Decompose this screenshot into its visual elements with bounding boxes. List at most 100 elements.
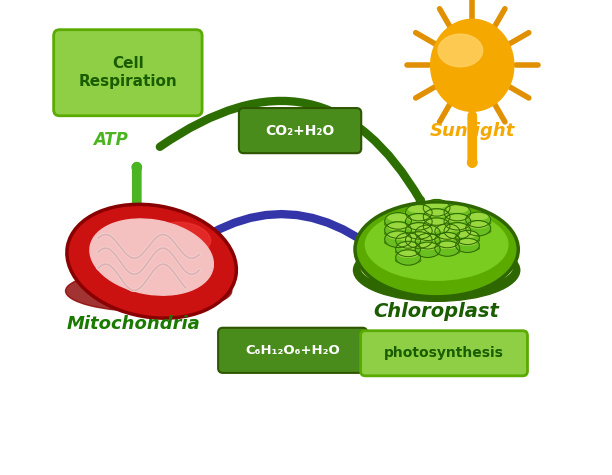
Ellipse shape xyxy=(399,235,417,240)
Ellipse shape xyxy=(444,213,471,230)
Ellipse shape xyxy=(409,224,429,231)
Ellipse shape xyxy=(458,232,476,238)
Ellipse shape xyxy=(90,219,214,295)
FancyArrowPatch shape xyxy=(160,101,421,201)
Ellipse shape xyxy=(438,226,457,231)
Ellipse shape xyxy=(395,257,420,264)
FancyArrowPatch shape xyxy=(136,167,137,235)
Ellipse shape xyxy=(435,241,460,257)
Ellipse shape xyxy=(427,210,447,217)
FancyArrowPatch shape xyxy=(472,115,473,163)
Ellipse shape xyxy=(447,224,468,231)
Ellipse shape xyxy=(455,238,479,253)
Ellipse shape xyxy=(435,248,460,255)
Ellipse shape xyxy=(409,215,429,221)
Ellipse shape xyxy=(427,201,447,208)
Ellipse shape xyxy=(469,222,488,228)
Ellipse shape xyxy=(409,206,429,212)
Ellipse shape xyxy=(469,214,488,219)
Ellipse shape xyxy=(466,212,491,228)
FancyArrowPatch shape xyxy=(163,214,411,283)
Ellipse shape xyxy=(444,212,471,219)
Ellipse shape xyxy=(395,248,420,255)
Ellipse shape xyxy=(356,203,517,295)
Ellipse shape xyxy=(406,212,432,219)
Ellipse shape xyxy=(455,237,479,243)
Text: C₆H₁₂O₆+H₂O: C₆H₁₂O₆+H₂O xyxy=(245,344,340,357)
Ellipse shape xyxy=(399,243,417,249)
Ellipse shape xyxy=(388,214,408,221)
Ellipse shape xyxy=(65,270,232,312)
FancyBboxPatch shape xyxy=(239,108,361,153)
Text: Cell
Respiration: Cell Respiration xyxy=(78,56,177,89)
Ellipse shape xyxy=(444,204,471,221)
Ellipse shape xyxy=(406,230,432,238)
Ellipse shape xyxy=(68,205,236,317)
Text: Mitochondria: Mitochondria xyxy=(67,314,201,332)
Ellipse shape xyxy=(385,238,411,246)
Text: Sunlight: Sunlight xyxy=(430,122,515,140)
Ellipse shape xyxy=(424,209,450,225)
FancyBboxPatch shape xyxy=(360,331,528,376)
Ellipse shape xyxy=(424,216,450,224)
Ellipse shape xyxy=(406,222,432,239)
Ellipse shape xyxy=(455,245,479,251)
Ellipse shape xyxy=(435,239,460,247)
Ellipse shape xyxy=(435,224,460,239)
Ellipse shape xyxy=(416,249,440,256)
Ellipse shape xyxy=(361,245,512,289)
Ellipse shape xyxy=(419,227,437,233)
Ellipse shape xyxy=(406,204,432,221)
Ellipse shape xyxy=(416,234,440,249)
Ellipse shape xyxy=(395,250,420,265)
Ellipse shape xyxy=(416,225,440,240)
Ellipse shape xyxy=(458,240,476,245)
Ellipse shape xyxy=(388,224,408,230)
Ellipse shape xyxy=(395,240,420,247)
Ellipse shape xyxy=(406,232,432,248)
FancyBboxPatch shape xyxy=(218,328,367,373)
Ellipse shape xyxy=(385,229,411,237)
Ellipse shape xyxy=(354,239,520,301)
Ellipse shape xyxy=(466,220,491,236)
Ellipse shape xyxy=(416,240,440,247)
Ellipse shape xyxy=(431,19,514,111)
Ellipse shape xyxy=(395,241,420,256)
Ellipse shape xyxy=(466,228,491,235)
Ellipse shape xyxy=(416,232,440,239)
Ellipse shape xyxy=(406,239,432,247)
Ellipse shape xyxy=(416,242,440,257)
Ellipse shape xyxy=(385,213,411,229)
Text: ATP: ATP xyxy=(92,131,127,149)
Ellipse shape xyxy=(438,34,483,67)
Ellipse shape xyxy=(406,221,432,228)
Ellipse shape xyxy=(385,220,411,228)
Ellipse shape xyxy=(466,219,491,226)
Ellipse shape xyxy=(395,233,420,248)
Ellipse shape xyxy=(444,230,471,238)
Ellipse shape xyxy=(438,243,457,248)
Ellipse shape xyxy=(419,235,437,241)
Text: CO₂+H₂O: CO₂+H₂O xyxy=(266,124,335,138)
Ellipse shape xyxy=(419,244,437,249)
Ellipse shape xyxy=(435,231,460,238)
Ellipse shape xyxy=(447,215,468,221)
Ellipse shape xyxy=(424,200,450,216)
Ellipse shape xyxy=(444,222,471,239)
Ellipse shape xyxy=(444,221,471,228)
Ellipse shape xyxy=(158,222,211,253)
FancyBboxPatch shape xyxy=(54,29,202,116)
Ellipse shape xyxy=(409,234,429,240)
Ellipse shape xyxy=(447,206,468,212)
Ellipse shape xyxy=(385,231,411,247)
Ellipse shape xyxy=(438,234,457,240)
Text: Chloroplast: Chloroplast xyxy=(374,302,499,321)
Ellipse shape xyxy=(388,233,408,239)
Ellipse shape xyxy=(424,225,450,233)
Ellipse shape xyxy=(365,209,508,280)
Ellipse shape xyxy=(427,219,447,226)
Ellipse shape xyxy=(406,213,432,230)
Ellipse shape xyxy=(424,207,450,215)
Ellipse shape xyxy=(455,230,479,245)
Text: photosynthesis: photosynthesis xyxy=(384,346,504,360)
